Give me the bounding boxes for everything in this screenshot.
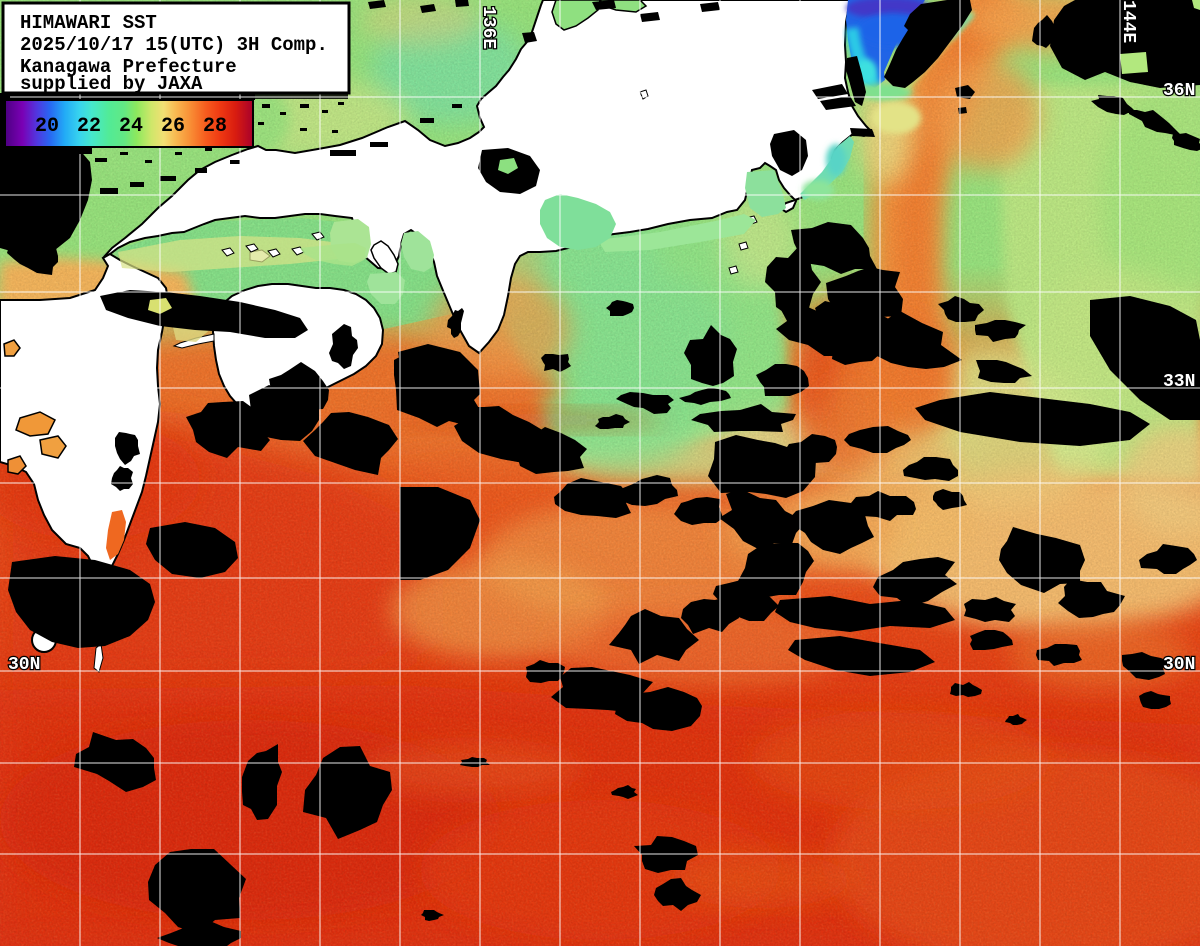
svg-text:supplied by JAXA: supplied by JAXA bbox=[20, 73, 203, 95]
svg-text:136E: 136E bbox=[478, 6, 498, 49]
svg-text:20: 20 bbox=[35, 115, 59, 138]
svg-text:36N: 36N bbox=[1163, 81, 1195, 101]
svg-text:26: 26 bbox=[161, 115, 185, 138]
svg-text:22: 22 bbox=[77, 115, 101, 138]
svg-text:144E: 144E bbox=[1118, 0, 1138, 43]
svg-text:2025/10/17 15(UTC) 3H Comp.: 2025/10/17 15(UTC) 3H Comp. bbox=[20, 34, 328, 56]
svg-text:30N: 30N bbox=[1163, 655, 1195, 675]
svg-text:HIMAWARI SST: HIMAWARI SST bbox=[20, 12, 157, 34]
svg-text:24: 24 bbox=[119, 115, 143, 138]
svg-text:33N: 33N bbox=[1163, 372, 1195, 392]
svg-text:28: 28 bbox=[203, 115, 227, 138]
svg-text:Kanagawa Prefecture: Kanagawa Prefecture bbox=[20, 56, 237, 78]
svg-text:30N: 30N bbox=[8, 655, 40, 675]
